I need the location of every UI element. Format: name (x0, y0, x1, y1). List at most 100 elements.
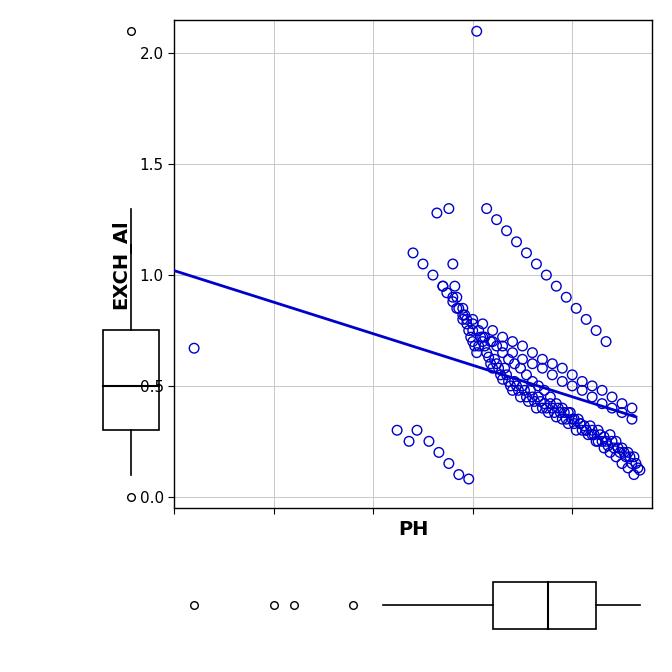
Point (464, 474, 474, 485)
Point (475, 332, 486, 343)
Point (452, 292, 462, 302)
Point (615, 447, 626, 458)
Point (491, 358, 502, 369)
Point (585, 421, 595, 431)
Y-axis label: EXCH_Al: EXCH_Al (112, 219, 131, 309)
Point (593, 436, 603, 447)
Point (444, 458, 454, 469)
Point (622, 462, 633, 473)
Point (497, 374, 508, 384)
Point (605, 429, 616, 440)
Point (509, 358, 520, 369)
Point (517, 380, 528, 391)
Point (491, 214, 502, 225)
Point (458, 310, 468, 321)
Point (569, 414, 579, 425)
Point (561, 292, 572, 302)
Point (507, 336, 518, 347)
Point (505, 380, 516, 391)
Point (458, 314, 468, 325)
Bar (493, 582, 596, 629)
Point (501, 225, 512, 236)
Point (589, 429, 599, 440)
Point (565, 407, 576, 418)
Point (617, 458, 628, 469)
Point (626, 414, 637, 425)
Point (503, 354, 514, 365)
Point (527, 376, 538, 387)
Point (487, 363, 498, 374)
Point (535, 396, 546, 407)
Point (473, 341, 484, 351)
Point (577, 385, 587, 396)
Point (481, 203, 492, 214)
Point (603, 440, 614, 451)
Point (597, 436, 607, 447)
Point (543, 407, 554, 418)
Point (555, 407, 566, 418)
Point (477, 332, 488, 343)
Point (634, 465, 645, 476)
Point (471, 347, 482, 358)
Point (630, 458, 641, 469)
Point (581, 314, 591, 325)
Point (533, 392, 544, 403)
Point (531, 403, 542, 413)
Point (551, 398, 562, 409)
Point (417, 259, 428, 269)
Point (467, 314, 478, 325)
Point (583, 429, 593, 440)
Point (493, 363, 504, 374)
Point (423, 436, 434, 447)
Point (517, 341, 528, 351)
Point (547, 403, 558, 413)
Point (557, 414, 568, 425)
Point (563, 418, 574, 429)
Point (483, 351, 494, 362)
Point (601, 436, 612, 447)
Point (495, 370, 506, 380)
Point (607, 392, 618, 403)
Point (473, 325, 484, 336)
Point (450, 281, 460, 292)
Point (517, 354, 528, 365)
Point (551, 411, 562, 422)
Point (587, 392, 597, 403)
Point (467, 336, 478, 347)
Point (189, 343, 200, 353)
Point (607, 436, 618, 447)
Point (442, 288, 452, 298)
Point (620, 452, 631, 462)
Point (557, 376, 568, 387)
Point (593, 425, 603, 435)
Point (571, 425, 581, 435)
Point (448, 292, 458, 302)
Point (487, 336, 498, 347)
Point (521, 370, 532, 380)
Point (597, 398, 607, 409)
Point (458, 303, 468, 314)
Point (448, 296, 458, 307)
Point (509, 376, 520, 387)
Point (626, 403, 637, 413)
Point (567, 370, 578, 380)
Point (581, 425, 591, 435)
Point (487, 325, 498, 336)
Point (479, 341, 490, 351)
Point (607, 403, 618, 413)
Point (466, 332, 476, 343)
Point (577, 425, 587, 435)
Point (537, 403, 548, 413)
Point (628, 469, 639, 480)
Point (557, 363, 568, 374)
Text: PH: PH (398, 521, 428, 540)
Point (567, 414, 578, 425)
Point (591, 325, 601, 336)
Point (437, 281, 448, 292)
Point (477, 336, 488, 347)
Point (479, 332, 490, 343)
Point (519, 385, 530, 396)
Point (497, 332, 508, 343)
Point (491, 341, 502, 351)
Point (539, 385, 550, 396)
